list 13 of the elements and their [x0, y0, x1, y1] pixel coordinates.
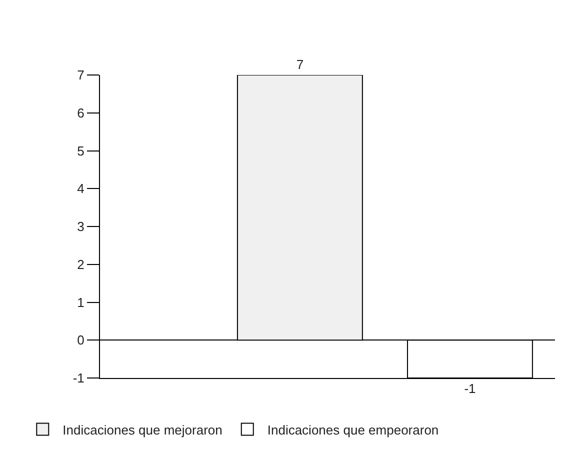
legend-label: Indicaciones que empeoraron [267, 422, 439, 438]
y-tick-label: -1 [72, 370, 84, 386]
y-tick-label: 6 [77, 105, 84, 120]
y-tick-label: 2 [77, 256, 84, 272]
legend-label: Indicaciones que mejoraron [62, 422, 222, 438]
y-tick-label: 3 [77, 219, 84, 234]
y-tick-label: 0 [77, 332, 84, 348]
y-tick-label: 5 [77, 143, 84, 158]
y-tick-label: 1 [77, 294, 84, 310]
data-label: -1 [464, 381, 476, 396]
y-tick-label: 4 [77, 181, 84, 196]
y-tick-label: 7 [77, 68, 84, 83]
data-label: 7 [296, 57, 304, 72]
